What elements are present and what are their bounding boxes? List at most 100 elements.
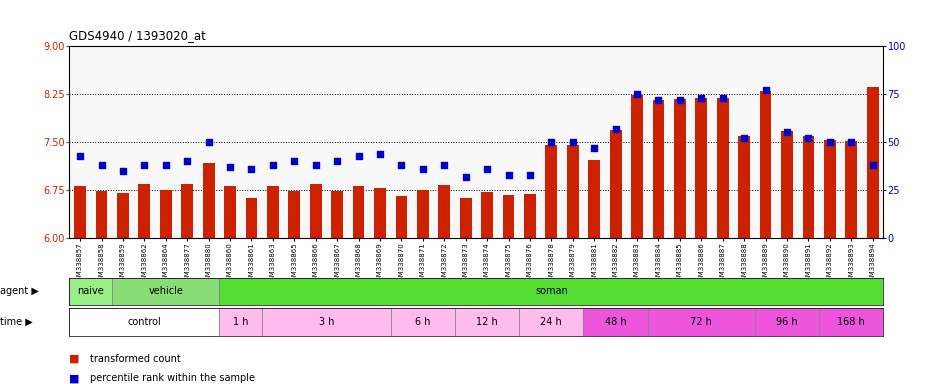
Point (244, 166, 259, 172)
Bar (160, 190, 172, 238)
Point (715, 95, 730, 101)
Point (265, 162, 280, 168)
Text: ■: ■ (69, 373, 83, 383)
Point (672, 97, 687, 103)
Point (523, 172, 537, 178)
Bar (631, 95, 643, 238)
Bar (245, 198, 257, 238)
Point (202, 139, 216, 145)
Bar (95, 191, 107, 238)
Point (137, 162, 152, 168)
Text: 1 h: 1 h (233, 317, 249, 327)
Bar (352, 185, 364, 238)
Bar (519, 308, 584, 336)
Point (565, 139, 580, 145)
Point (609, 126, 623, 132)
Point (544, 139, 559, 145)
Point (94, 162, 109, 168)
Point (373, 151, 388, 157)
Bar (289, 191, 301, 238)
Bar (717, 98, 729, 238)
Point (308, 162, 323, 168)
Bar (267, 185, 278, 238)
Bar (546, 145, 557, 238)
Bar (588, 160, 600, 238)
Bar (310, 184, 322, 238)
Point (758, 87, 773, 93)
Bar (331, 191, 343, 238)
Text: 48 h: 48 h (605, 317, 626, 327)
Bar (759, 91, 771, 238)
Point (394, 162, 409, 168)
Point (415, 166, 430, 172)
Bar (219, 308, 262, 336)
Point (822, 139, 837, 145)
Bar (74, 185, 86, 238)
Text: time ▶: time ▶ (0, 317, 32, 327)
Bar (867, 87, 879, 238)
Text: 72 h: 72 h (690, 317, 712, 327)
Text: 168 h: 168 h (837, 317, 865, 327)
Text: vehicle: vehicle (148, 286, 183, 296)
Bar (262, 308, 390, 336)
Text: 3 h: 3 h (319, 317, 334, 327)
Bar (374, 187, 386, 238)
Bar (69, 308, 219, 336)
Point (801, 135, 816, 141)
Bar (181, 184, 193, 238)
Text: transformed count: transformed count (90, 354, 180, 364)
Bar (755, 308, 820, 336)
Text: 6 h: 6 h (415, 317, 430, 327)
Point (586, 145, 601, 151)
Text: naive: naive (78, 286, 105, 296)
Bar (390, 308, 455, 336)
Bar (455, 308, 519, 336)
Point (179, 158, 194, 164)
Bar (203, 163, 215, 238)
Bar (112, 278, 219, 305)
Bar (845, 141, 857, 238)
Point (480, 166, 495, 172)
Bar (610, 130, 622, 238)
Text: 96 h: 96 h (776, 317, 797, 327)
Bar (224, 186, 236, 238)
Bar (460, 199, 472, 238)
Point (501, 172, 516, 178)
Bar (824, 140, 835, 238)
Point (865, 162, 880, 168)
Bar (396, 197, 407, 238)
Point (651, 97, 666, 103)
Bar (648, 308, 755, 336)
Bar (781, 131, 793, 238)
Bar (674, 99, 685, 238)
Bar (117, 193, 129, 238)
Point (458, 174, 473, 180)
Bar (820, 308, 883, 336)
Point (73, 152, 88, 159)
Text: agent ▶: agent ▶ (0, 286, 39, 296)
Bar (567, 145, 579, 238)
Bar (584, 308, 647, 336)
Point (844, 139, 858, 145)
Bar (438, 185, 450, 238)
Point (630, 91, 645, 97)
Point (223, 164, 238, 170)
Bar (139, 184, 150, 238)
Text: soman: soman (535, 286, 568, 296)
Text: 12 h: 12 h (476, 317, 498, 327)
Point (736, 135, 751, 141)
Text: percentile rank within the sample: percentile rank within the sample (90, 373, 254, 383)
Bar (803, 136, 814, 238)
Text: control: control (128, 317, 161, 327)
Point (287, 158, 302, 164)
Text: ■: ■ (69, 354, 83, 364)
Point (116, 168, 130, 174)
Bar (481, 192, 493, 238)
Bar (652, 100, 664, 238)
Point (780, 129, 795, 136)
Bar (738, 136, 750, 238)
Point (158, 162, 173, 168)
Bar (219, 278, 883, 305)
Point (437, 162, 451, 168)
Text: 24 h: 24 h (540, 317, 562, 327)
